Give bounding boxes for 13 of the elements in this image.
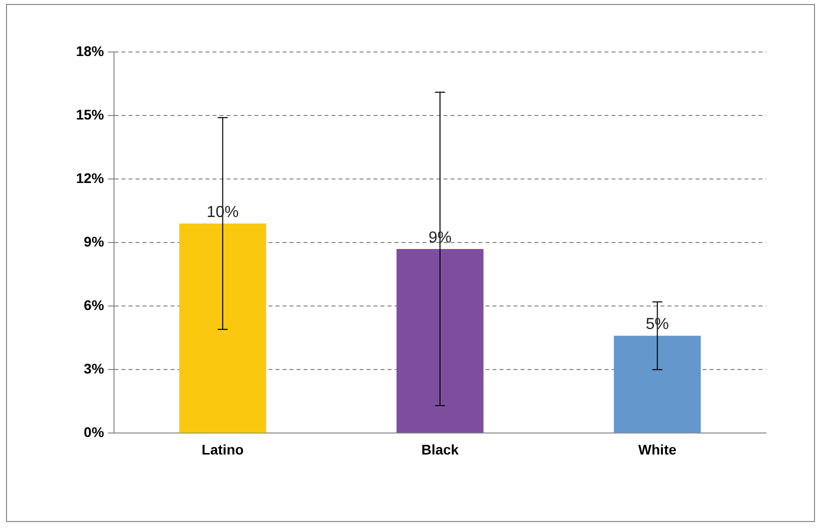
- y-tick-label: 6%: [84, 296, 105, 313]
- bar: [614, 336, 701, 433]
- x-tick-label: Latino: [202, 441, 244, 458]
- y-tick-label: 9%: [84, 233, 105, 250]
- x-tick-label: White: [638, 441, 677, 458]
- x-tick-label: Black: [421, 441, 459, 458]
- y-tick-label: 15%: [76, 106, 105, 122]
- y-tick-label: 0%: [84, 424, 105, 440]
- y-tick-label: 12%: [76, 170, 105, 186]
- bar: [396, 248, 484, 433]
- y-tick-label: 18%: [76, 42, 105, 59]
- y-tick-label: 3%: [84, 360, 105, 377]
- bar: [179, 224, 266, 433]
